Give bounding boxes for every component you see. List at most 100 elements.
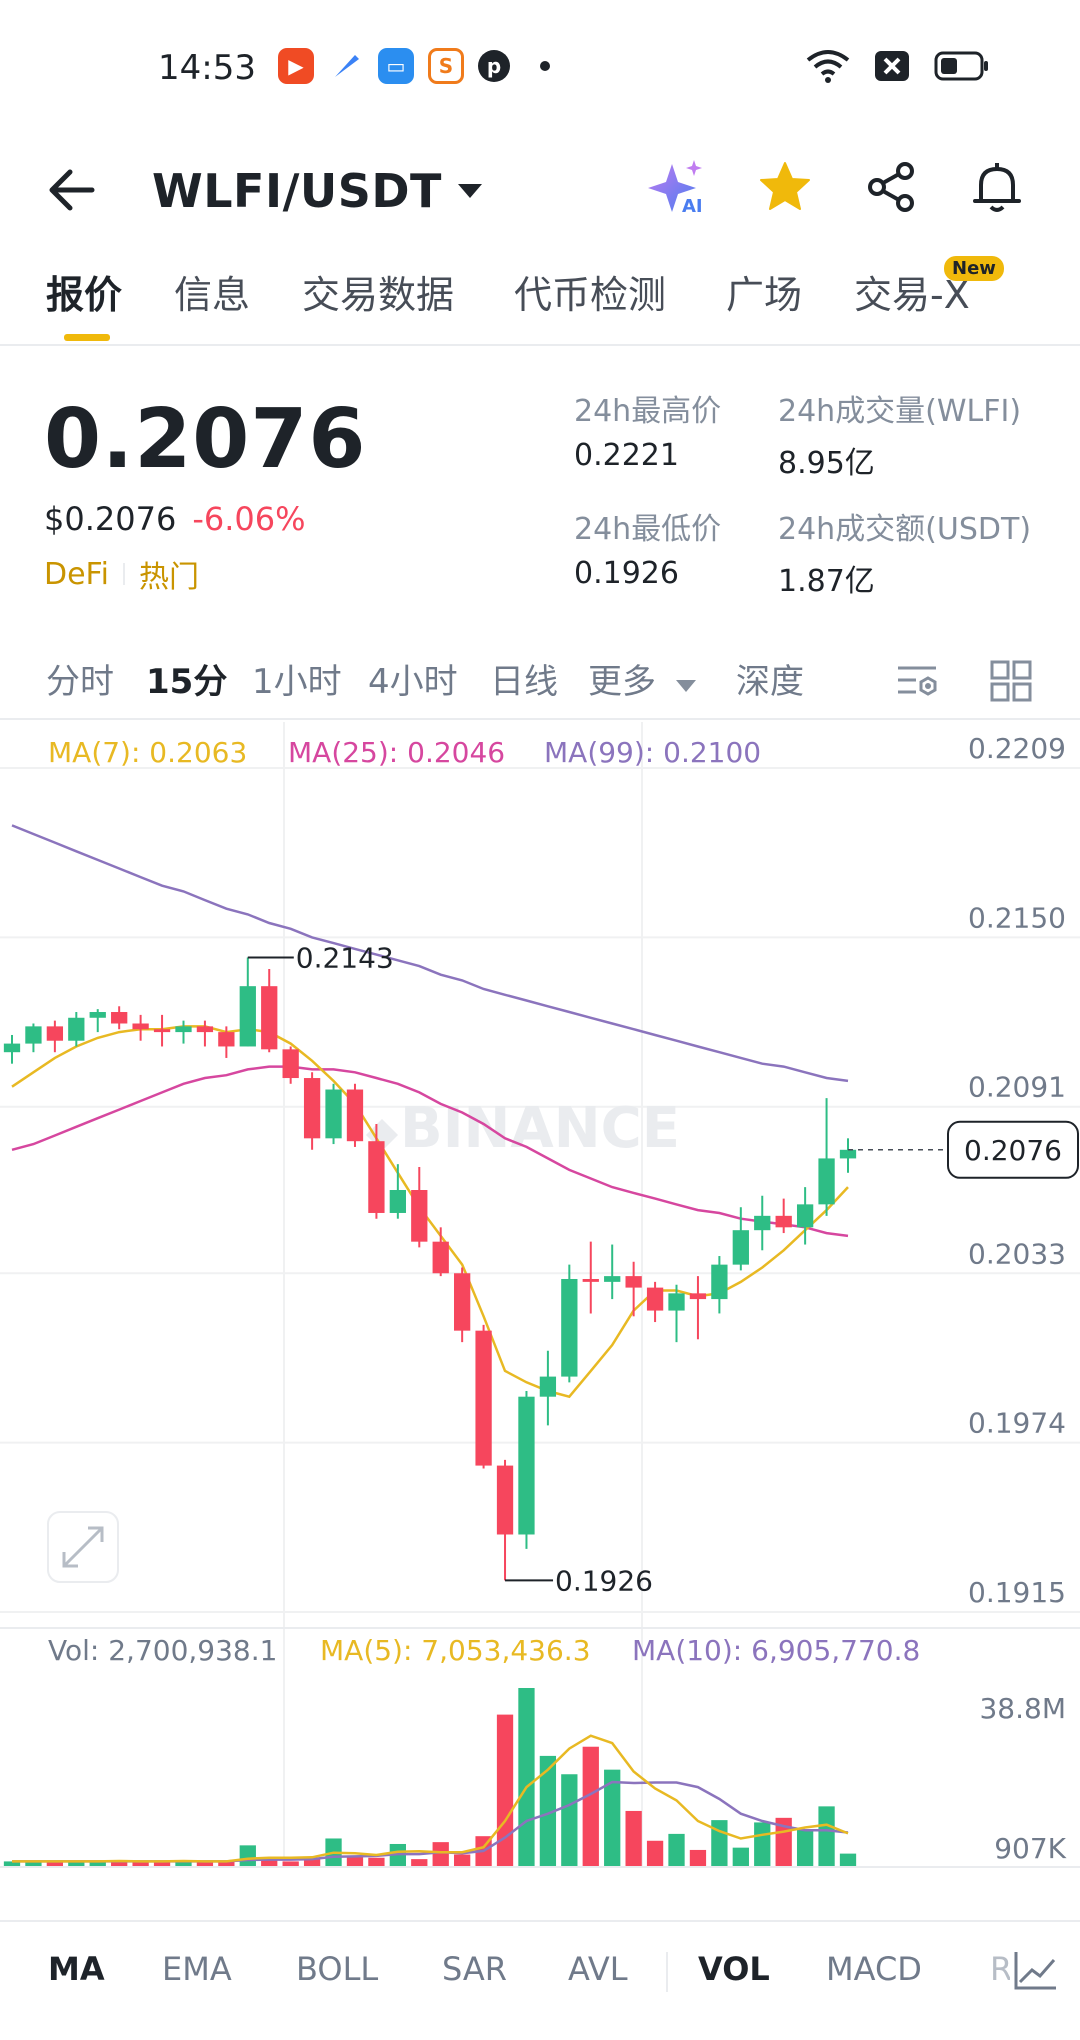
stat-24h-amount: 24h成交额(USDT) 1.87亿 — [778, 504, 1031, 600]
volume-bar — [132, 1861, 149, 1866]
candle-body — [582, 1278, 599, 1282]
chart-settings-icon[interactable] — [894, 658, 940, 704]
volume-bar — [218, 1861, 235, 1866]
interval-4h[interactable]: 4小时 — [368, 662, 458, 702]
candle-body — [68, 1017, 85, 1041]
candle-body — [646, 1287, 664, 1311]
candle-body — [153, 1029, 171, 1033]
high-marker-label: 0.2143 — [296, 941, 394, 974]
tab-quote[interactable]: 报价 — [46, 273, 123, 317]
stat-value: 1.87亿 — [778, 564, 875, 599]
ma99-legend: MA(99): 0.2100 — [544, 736, 761, 769]
candle-body — [561, 1278, 578, 1377]
volume-bar — [496, 1714, 514, 1866]
candle-body — [689, 1293, 707, 1300]
svg-text:AI: AI — [682, 196, 703, 217]
usd-price: $0.2076 — [44, 500, 177, 538]
candle-body — [132, 1023, 149, 1030]
ma25-line — [11, 1065, 849, 1238]
vol-legend: Vol: 2,700,938.1 — [48, 1634, 277, 1667]
ma25-legend: MA(25): 0.2046 — [288, 736, 505, 769]
volume-bar — [111, 1861, 128, 1866]
candle-body — [411, 1190, 428, 1242]
candle-body — [518, 1396, 535, 1535]
feather-app-icon — [328, 48, 364, 84]
candle-body — [839, 1149, 857, 1159]
candle-body — [46, 1026, 64, 1041]
candle-body — [25, 1026, 42, 1044]
candle-body — [475, 1330, 492, 1466]
chart-grid — [0, 722, 1080, 1868]
vol-ma10-legend: MA(10): 6,905,770.8 — [632, 1634, 920, 1667]
candle-body — [775, 1215, 792, 1228]
interval-depth[interactable]: 深度 — [736, 662, 804, 702]
ai-icon[interactable]: AI — [648, 156, 710, 218]
battery-icon — [934, 51, 988, 81]
indicator-macd[interactable]: MACD — [826, 1950, 922, 1988]
tab-square[interactable]: 广场 — [726, 273, 803, 317]
indicator-ema[interactable]: EMA — [162, 1950, 232, 1988]
indicator-settings-icon[interactable] — [1010, 1948, 1060, 1994]
candle-body — [668, 1293, 685, 1311]
stat-label: 24h成交额(USDT) — [778, 512, 1032, 547]
stat-24h-high: 24h最高价 0.2221 — [574, 386, 721, 473]
pair-selector[interactable]: WLFI/USDT — [152, 164, 484, 218]
grid-layout-icon[interactable] — [988, 658, 1034, 704]
new-badge: New — [944, 256, 1004, 281]
tag-hot[interactable]: 热门 — [138, 560, 199, 595]
price-axis-label: 0.2209 — [968, 732, 1066, 765]
indicator-boll[interactable]: BOLL — [296, 1950, 379, 1988]
interval-1h[interactable]: 1小时 — [252, 662, 342, 702]
stat-label: 24h最高价 — [574, 394, 722, 429]
volume-bar — [282, 1861, 299, 1866]
tab-trade-x[interactable]: 交易-X — [854, 273, 970, 317]
kline-chart[interactable]: BINANCE 0.2209 0.2150 0.2091 0.2033 0.1974 0.… — [0, 722, 1080, 1913]
status-notification-icons: ▶ ▭ S p — [278, 48, 550, 84]
last-price-box-label: 0.2076 — [964, 1134, 1062, 1167]
kline-chart-svg[interactable]: BINANCE 0.22090.21500.20910.20330.19740.… — [0, 722, 1080, 1913]
usd-price-row: $0.2076 -6.06% — [44, 500, 306, 538]
tag-divider — [122, 563, 125, 585]
candle-body — [325, 1089, 342, 1139]
indicator-sar[interactable]: SAR — [442, 1950, 508, 1988]
candlesticks — [3, 957, 857, 1581]
tab-trading-data[interactable]: 交易数据 — [302, 273, 455, 317]
back-arrow-icon[interactable] — [44, 160, 104, 220]
volume-bar — [239, 1845, 256, 1866]
interval-time-sharing[interactable]: 分时 — [46, 662, 114, 702]
stat-value: 8.95亿 — [778, 446, 875, 481]
caret-down-icon — [457, 184, 482, 198]
bell-icon[interactable] — [966, 156, 1028, 218]
volume-bar — [261, 1859, 278, 1866]
volume-bar — [561, 1774, 578, 1866]
active-tab-indicator — [64, 334, 110, 341]
share-icon[interactable] — [860, 156, 922, 218]
favorite-star-icon[interactable] — [754, 156, 816, 218]
volume-bar — [346, 1856, 364, 1866]
fullscreen-button[interactable] — [47, 1511, 119, 1583]
candle-body — [218, 1032, 235, 1047]
high-low-markers: 0.2143 0.1926 — [247, 941, 653, 1597]
candle-body — [539, 1376, 557, 1397]
volume-bar — [818, 1806, 835, 1866]
tab-token-check[interactable]: 代币检测 — [514, 273, 667, 317]
indicator-vol[interactable]: VOL — [698, 1950, 770, 1988]
interval-15m[interactable]: 15分 — [146, 662, 228, 702]
indicator-ma[interactable]: MA — [48, 1950, 105, 1988]
status-bar: 14:53 ▶ ▭ S p — [0, 0, 1080, 140]
indicator-avl[interactable]: AVL — [568, 1950, 628, 1988]
video-app-icon: ▶ — [278, 48, 314, 84]
price-axis-label: 0.2150 — [968, 901, 1066, 934]
interval-1d[interactable]: 日线 — [490, 662, 558, 702]
candle-body — [454, 1273, 471, 1331]
tab-info[interactable]: 信息 — [174, 273, 251, 317]
interval-more-label: 更多 — [588, 662, 656, 702]
candle-body — [196, 1026, 214, 1033]
candle-body — [796, 1204, 814, 1228]
interval-more[interactable]: 更多 — [588, 654, 697, 703]
volume-bar — [432, 1842, 449, 1866]
more-notifications-dot — [540, 61, 550, 71]
tag-defi[interactable]: DeFi — [44, 556, 109, 592]
last-price: 0.2076 — [44, 392, 367, 487]
candle-body — [89, 1012, 106, 1018]
